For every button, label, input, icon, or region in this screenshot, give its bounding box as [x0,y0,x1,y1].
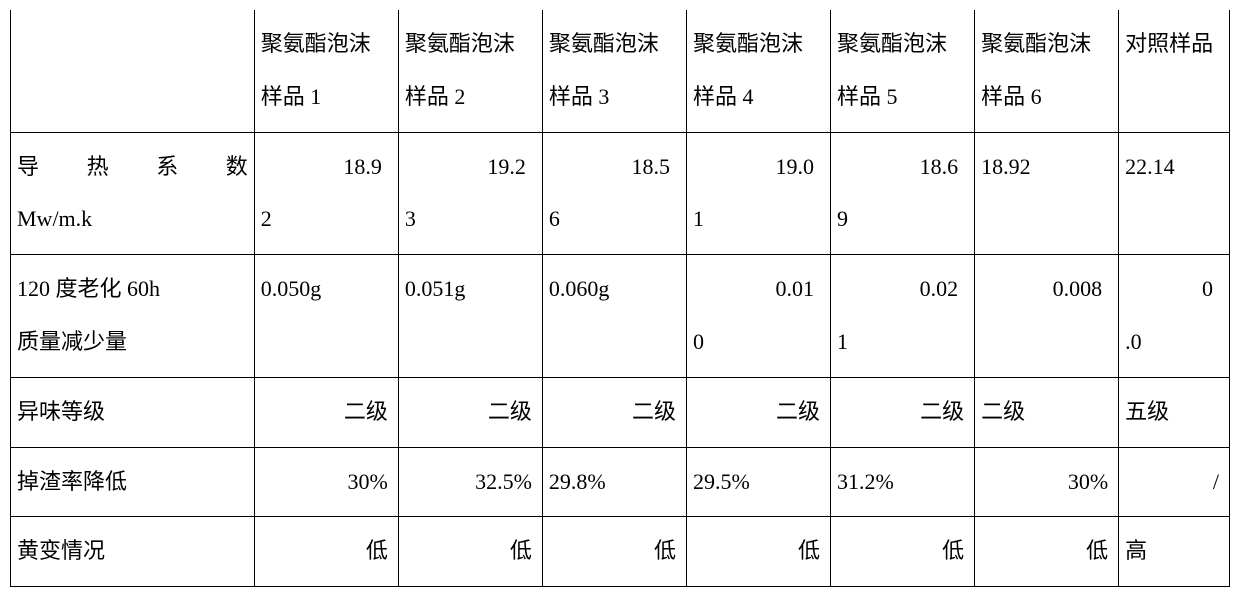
aging-cell-3: 0.060g [542,255,686,378]
slag-row: 掉渣率降低 30% 32.5% 29.8% 29.5% 31.2% 30% / [11,447,1230,517]
odor-row: 异味等级 二级 二级 二级 二级 二级 二级 五级 [11,377,1230,447]
thermal-val-1-bottom: 2 [261,193,392,246]
header-row: 聚氨酯泡沫样品 1 聚氨酯泡沫样品 2 聚氨酯泡沫样品 3 聚氨酯泡沫样品 4 … [11,10,1230,132]
thermal-val-1-top: 18.9 [261,141,392,194]
odor-cell-control: 五级 [1119,377,1230,447]
yellowing-cell-3: 低 [542,517,686,587]
aging-row: 120 度老化 60h 质量减少量 0.050g 0.051g 0.060g 0… [11,255,1230,378]
aging-cell-6: 0.008 [975,255,1119,378]
slag-cell-1: 30% [254,447,398,517]
thermal-val-4-top: 19.0 [693,141,824,194]
aging-val-4-bottom: 0 [693,316,824,369]
slag-cell-2: 32.5% [398,447,542,517]
thermal-cell-control: 22.14 [1119,132,1230,255]
header-control: 对照样品 [1119,10,1230,132]
aging-val-c-bottom: .0 [1125,316,1223,369]
thermal-label-top: 导热系数 [17,141,248,194]
aging-cell-4: 0.01 0 [686,255,830,378]
odor-label: 异味等级 [11,377,255,447]
header-sample-3: 聚氨酯泡沫样品 3 [542,10,686,132]
thermal-val-2-bottom: 3 [405,193,536,246]
header-sample-5: 聚氨酯泡沫样品 5 [831,10,975,132]
aging-label-cell: 120 度老化 60h 质量减少量 [11,255,255,378]
thermal-val-3-top: 18.5 [549,141,680,194]
aging-cell-1: 0.050g [254,255,398,378]
aging-label-top: 120 度老化 60h [17,276,160,301]
yellowing-cell-6: 低 [975,517,1119,587]
header-empty-cell [11,10,255,132]
odor-cell-3: 二级 [542,377,686,447]
aging-val-5-top: 0.02 [837,263,968,316]
yellowing-cell-2: 低 [398,517,542,587]
data-table: 聚氨酯泡沫样品 1 聚氨酯泡沫样品 2 聚氨酯泡沫样品 3 聚氨酯泡沫样品 4 … [10,10,1230,587]
header-sample-2: 聚氨酯泡沫样品 2 [398,10,542,132]
slag-cell-6: 30% [975,447,1119,517]
slag-cell-control: / [1119,447,1230,517]
aging-val-5-bottom: 1 [837,316,968,369]
thermal-cell-5: 18.6 9 [831,132,975,255]
yellowing-cell-1: 低 [254,517,398,587]
yellowing-row: 黄变情况 低 低 低 低 低 低 高 [11,517,1230,587]
yellowing-cell-5: 低 [831,517,975,587]
aging-val-6-top: 0.008 [981,263,1112,316]
aging-cell-2: 0.051g [398,255,542,378]
thermal-cell-3: 18.5 6 [542,132,686,255]
yellowing-label: 黄变情况 [11,517,255,587]
aging-val-c-top: 0 [1125,263,1223,316]
aging-label-bottom: 质量减少量 [17,329,127,354]
header-sample-1: 聚氨酯泡沫样品 1 [254,10,398,132]
slag-cell-5: 31.2% [831,447,975,517]
aging-val-4-top: 0.01 [693,263,824,316]
odor-cell-6: 二级 [975,377,1119,447]
thermal-val-4-bottom: 1 [693,193,824,246]
odor-cell-1: 二级 [254,377,398,447]
thermal-label-bottom: Mw/m.k [17,206,92,231]
thermal-cell-1: 18.9 2 [254,132,398,255]
thermal-val-2-top: 19.2 [405,141,536,194]
odor-cell-2: 二级 [398,377,542,447]
thermal-cell-2: 19.2 3 [398,132,542,255]
slag-cell-4: 29.5% [686,447,830,517]
yellowing-cell-control: 高 [1119,517,1230,587]
odor-cell-5: 二级 [831,377,975,447]
aging-cell-control: 0 .0 [1119,255,1230,378]
thermal-row: 导热系数 Mw/m.k 18.9 2 19.2 3 18.5 6 19.0 1 … [11,132,1230,255]
slag-label: 掉渣率降低 [11,447,255,517]
header-sample-4: 聚氨酯泡沫样品 4 [686,10,830,132]
header-sample-6: 聚氨酯泡沫样品 6 [975,10,1119,132]
thermal-val-3-bottom: 6 [549,193,680,246]
slag-cell-3: 29.8% [542,447,686,517]
thermal-cell-6: 18.92 [975,132,1119,255]
odor-cell-4: 二级 [686,377,830,447]
thermal-cell-4: 19.0 1 [686,132,830,255]
thermal-val-5-top: 18.6 [837,141,968,194]
aging-cell-5: 0.02 1 [831,255,975,378]
thermal-val-5-bottom: 9 [837,193,968,246]
thermal-label-cell: 导热系数 Mw/m.k [11,132,255,255]
yellowing-cell-4: 低 [686,517,830,587]
